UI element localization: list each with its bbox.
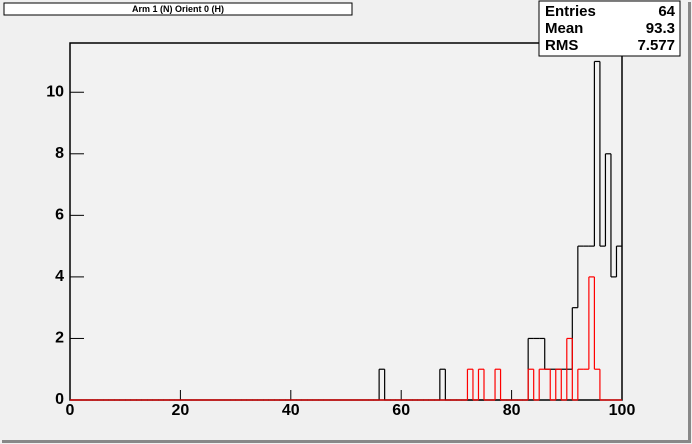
- y-tick-label: 4: [55, 268, 64, 285]
- canvas-shadow: [688, 2, 691, 442]
- stat-label: RMS: [545, 37, 578, 54]
- stat-label: Entries: [545, 3, 596, 20]
- stat-value: 93.3: [646, 20, 675, 37]
- title-box: [3, 2, 353, 16]
- x-tick-label: 60: [392, 402, 410, 419]
- x-tick-label: 80: [503, 402, 521, 419]
- plot-frame: [69, 42, 623, 401]
- x-tick-label: 100: [609, 402, 636, 419]
- stats: Entries 64 Mean 93.3 RMS 7.577: [545, 3, 676, 54]
- stat-value: 64: [658, 3, 675, 20]
- canvas-shadow: [2, 440, 691, 443]
- y-tick-label: 10: [46, 83, 64, 100]
- y-tick-label: 0: [55, 391, 64, 408]
- x-tick-label: 20: [172, 402, 190, 419]
- y-tick-label: 6: [55, 207, 64, 224]
- y-tick-label: 8: [55, 145, 64, 162]
- title: Arm 1 (N) Orient 0 (H): [132, 4, 224, 14]
- stat-value: 7.577: [637, 37, 675, 54]
- stats-box: [538, 0, 681, 57]
- x-tick-label: 0: [66, 402, 75, 419]
- plot: 0 20 40 60 80 100 0 2 4 6 8 10: [46, 60, 636, 419]
- stat-label: Mean: [545, 20, 583, 37]
- y-tick-label: 2: [55, 330, 64, 347]
- x-tick-label: 40: [282, 402, 300, 419]
